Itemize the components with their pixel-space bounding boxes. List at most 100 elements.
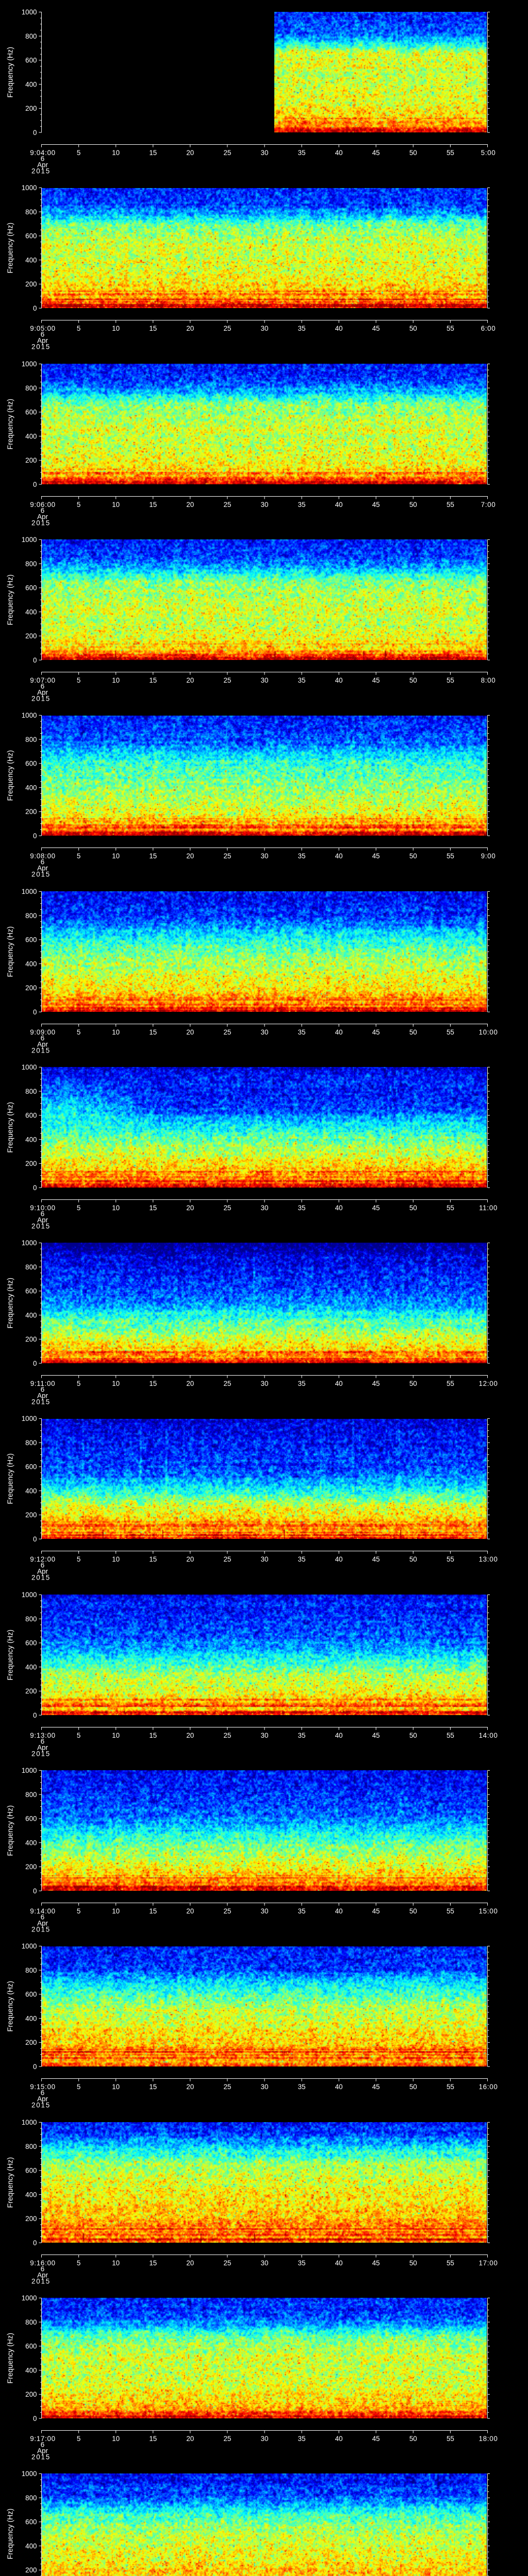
- svg-text:1000: 1000: [22, 2470, 37, 2478]
- svg-text:1000: 1000: [22, 8, 37, 16]
- svg-text:9:08:00: 9:08:00: [30, 852, 56, 860]
- svg-text:2015: 2015: [31, 2102, 51, 2109]
- svg-text:200: 200: [25, 456, 37, 464]
- svg-text:400: 400: [25, 1663, 37, 1671]
- svg-text:200: 200: [25, 2039, 37, 2046]
- svg-text:600: 600: [25, 2518, 37, 2526]
- svg-text:400: 400: [25, 1839, 37, 1846]
- svg-text:Apr: Apr: [37, 2271, 48, 2279]
- svg-text:200: 200: [25, 1687, 37, 1695]
- svg-text:Frequency (Hz): Frequency (Hz): [7, 1102, 15, 1153]
- svg-text:5: 5: [77, 500, 80, 508]
- svg-text:50: 50: [409, 1907, 417, 1915]
- svg-text:20: 20: [186, 852, 194, 860]
- svg-text:55: 55: [447, 1731, 454, 1739]
- svg-text:50: 50: [409, 1028, 417, 1036]
- svg-text:5: 5: [77, 149, 80, 157]
- svg-text:30: 30: [261, 2435, 269, 2443]
- svg-text:0: 0: [33, 1887, 37, 1895]
- svg-text:6:00: 6:00: [481, 325, 496, 332]
- svg-text:0: 0: [33, 2415, 37, 2422]
- svg-text:10: 10: [112, 500, 120, 508]
- svg-text:20: 20: [186, 2259, 194, 2266]
- svg-text:30: 30: [261, 2259, 269, 2266]
- svg-text:2015: 2015: [31, 1574, 51, 1582]
- svg-text:20: 20: [186, 2083, 194, 2091]
- svg-text:20: 20: [186, 500, 194, 508]
- svg-text:45: 45: [372, 2435, 380, 2443]
- svg-text:20: 20: [186, 1907, 194, 1915]
- svg-text:25: 25: [223, 676, 231, 684]
- svg-text:2015: 2015: [31, 343, 51, 351]
- svg-text:400: 400: [25, 80, 37, 88]
- svg-text:200: 200: [25, 984, 37, 992]
- svg-text:45: 45: [372, 1204, 380, 1212]
- svg-text:Frequency (Hz): Frequency (Hz): [7, 223, 15, 274]
- svg-text:600: 600: [25, 760, 37, 768]
- svg-text:25: 25: [223, 2435, 231, 2443]
- svg-text:2015: 2015: [31, 1750, 51, 1757]
- svg-text:40: 40: [335, 149, 343, 157]
- svg-text:6: 6: [41, 858, 44, 866]
- svg-text:2015: 2015: [31, 694, 51, 702]
- svg-text:2015: 2015: [31, 1222, 51, 1230]
- svg-text:45: 45: [372, 1380, 380, 1387]
- svg-text:10: 10: [112, 1380, 120, 1387]
- svg-text:35: 35: [298, 500, 306, 508]
- svg-text:9:16:00: 9:16:00: [30, 2259, 56, 2266]
- svg-text:800: 800: [25, 2142, 37, 2150]
- svg-text:10: 10: [112, 2259, 120, 2266]
- svg-text:55: 55: [447, 1555, 454, 1563]
- svg-text:25: 25: [223, 2259, 231, 2266]
- svg-text:1000: 1000: [22, 1591, 37, 1599]
- svg-text:1000: 1000: [22, 360, 37, 368]
- svg-text:800: 800: [25, 1088, 37, 1095]
- svg-text:Frequency (Hz): Frequency (Hz): [7, 1630, 15, 1681]
- svg-text:Frequency (Hz): Frequency (Hz): [7, 2333, 15, 2384]
- svg-text:45: 45: [372, 500, 380, 508]
- svg-text:600: 600: [25, 1815, 37, 1823]
- svg-text:5: 5: [77, 2435, 80, 2443]
- svg-text:40: 40: [335, 676, 343, 684]
- svg-text:20: 20: [186, 1380, 194, 1387]
- svg-text:800: 800: [25, 736, 37, 743]
- svg-text:14:00: 14:00: [478, 1731, 498, 1739]
- svg-text:600: 600: [25, 408, 37, 416]
- svg-text:Apr: Apr: [37, 1743, 48, 1751]
- svg-text:15: 15: [149, 1204, 157, 1212]
- svg-text:5: 5: [77, 676, 80, 684]
- svg-text:400: 400: [25, 432, 37, 440]
- svg-text:600: 600: [25, 1287, 37, 1295]
- svg-text:1000: 1000: [22, 888, 37, 895]
- svg-text:9:10:00: 9:10:00: [30, 1204, 56, 1212]
- svg-text:Frequency (Hz): Frequency (Hz): [7, 1981, 15, 2032]
- svg-text:Apr: Apr: [37, 865, 48, 872]
- svg-text:40: 40: [335, 1731, 343, 1739]
- svg-text:Frequency (Hz): Frequency (Hz): [7, 926, 15, 977]
- svg-text:45: 45: [372, 1907, 380, 1915]
- svg-text:6: 6: [41, 682, 44, 690]
- svg-text:600: 600: [25, 584, 37, 592]
- svg-text:35: 35: [298, 325, 306, 332]
- svg-text:15: 15: [149, 852, 157, 860]
- svg-text:40: 40: [335, 1555, 343, 1563]
- svg-text:600: 600: [25, 1991, 37, 1998]
- svg-text:30: 30: [261, 1204, 269, 1212]
- svg-text:35: 35: [298, 1204, 306, 1212]
- svg-text:5: 5: [77, 1204, 80, 1212]
- svg-text:2015: 2015: [31, 1046, 51, 1054]
- svg-text:35: 35: [298, 1555, 306, 1563]
- svg-text:1000: 1000: [22, 184, 37, 192]
- svg-text:200: 200: [25, 1160, 37, 1167]
- svg-text:9:05:00: 9:05:00: [30, 325, 56, 332]
- svg-text:40: 40: [335, 2435, 343, 2443]
- svg-text:40: 40: [335, 1380, 343, 1387]
- svg-text:20: 20: [186, 325, 194, 332]
- svg-text:5: 5: [77, 2259, 80, 2266]
- svg-text:50: 50: [409, 852, 417, 860]
- svg-text:Apr: Apr: [37, 688, 48, 696]
- svg-text:55: 55: [447, 2259, 454, 2266]
- svg-text:10: 10: [112, 2083, 120, 2091]
- svg-text:35: 35: [298, 2083, 306, 2091]
- svg-text:15: 15: [149, 2083, 157, 2091]
